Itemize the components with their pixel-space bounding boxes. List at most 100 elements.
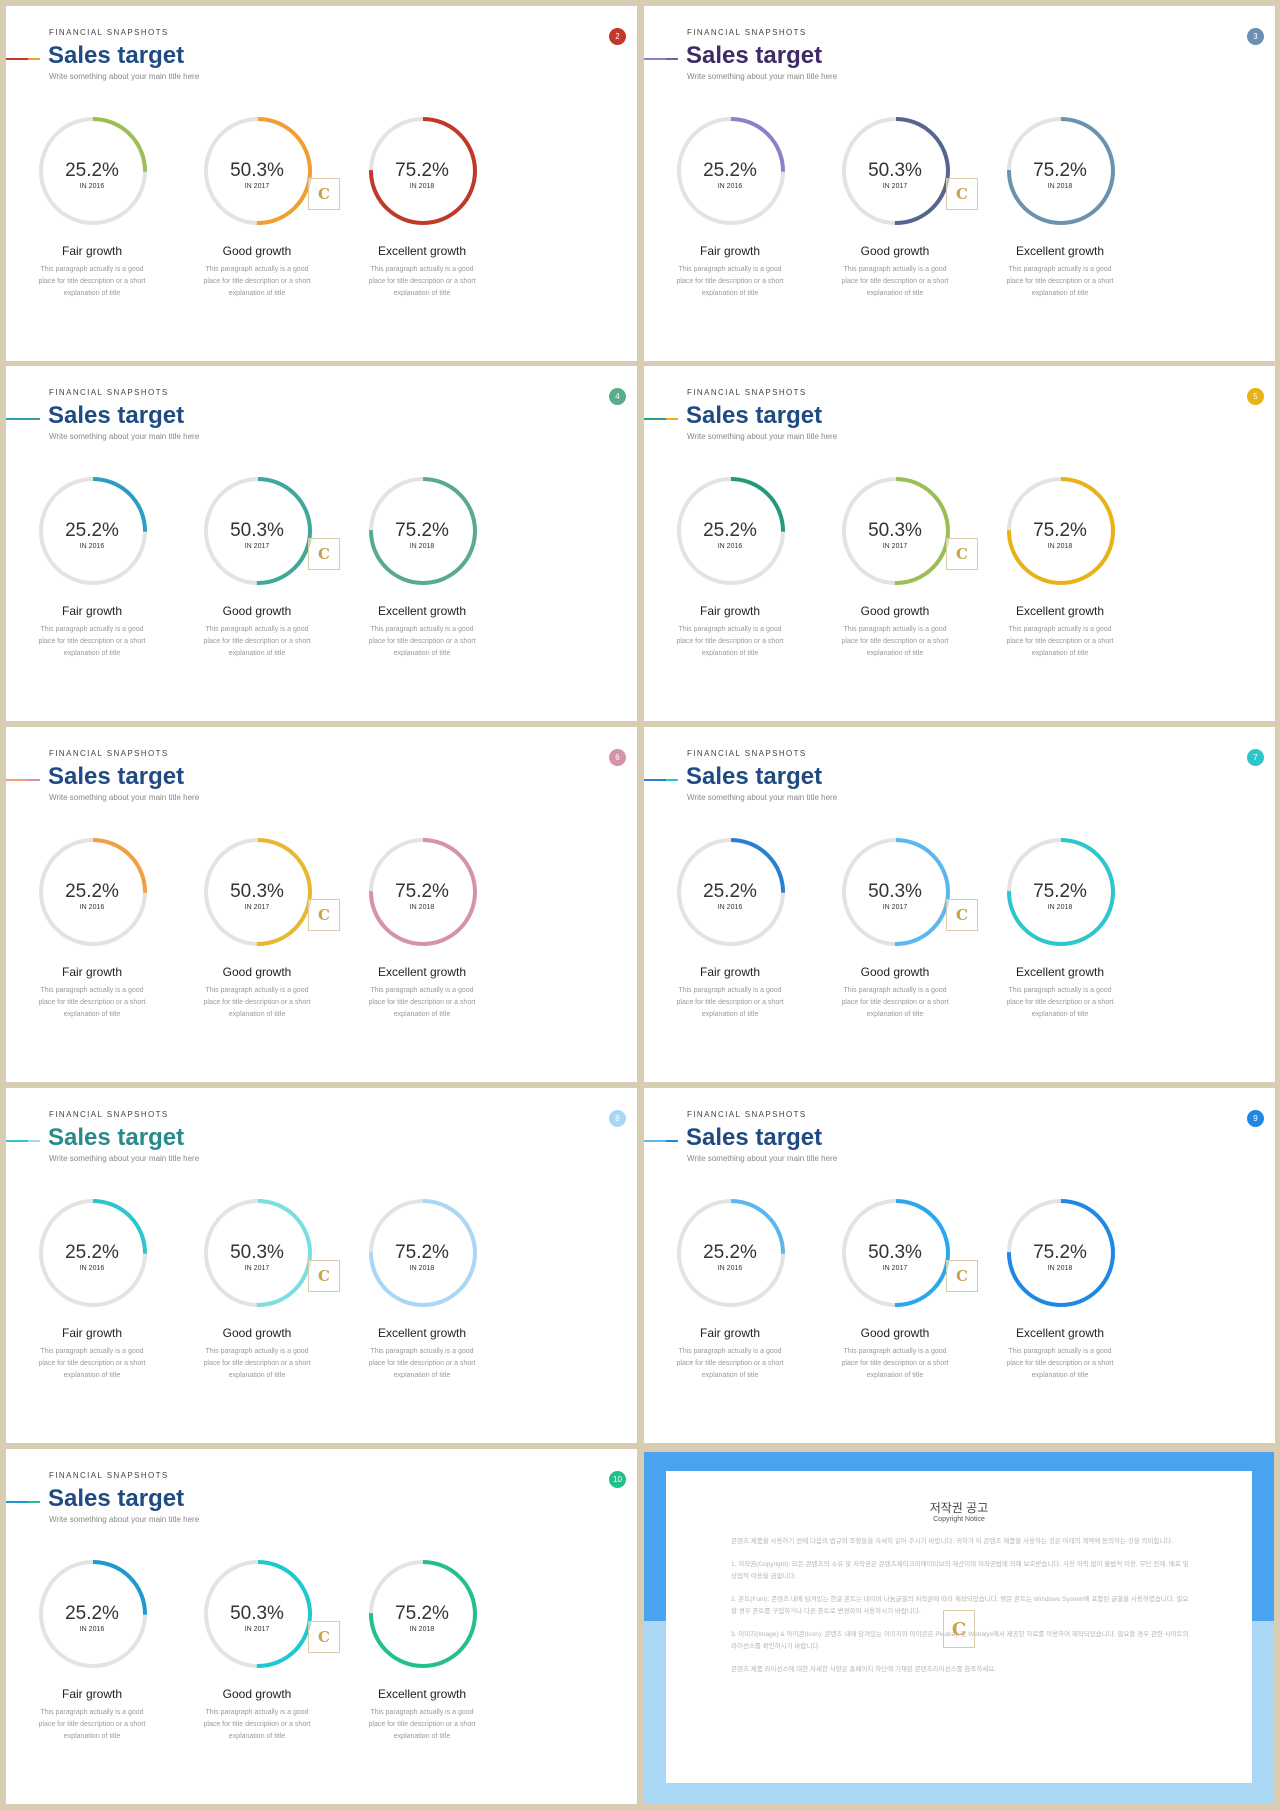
progress-ring: [677, 477, 785, 585]
growth-label: Excellent growth: [1015, 965, 1105, 979]
growth-description: This paragraph actually is a good place …: [38, 626, 146, 657]
ring-percentage: 75.2%: [1033, 160, 1087, 181]
ring-progress-arc: [39, 838, 147, 946]
progress-ring: [369, 477, 477, 585]
progress-ring: [204, 1560, 312, 1668]
growth-label: Excellent growth: [377, 244, 467, 258]
growth-label: Good growth: [860, 1326, 930, 1340]
ring-percentage: 75.2%: [1033, 520, 1087, 541]
ring-progress-arc: [842, 477, 950, 585]
slide: FINANCIAL SNAPSHOTS Sales target Write som…: [644, 1088, 1275, 1443]
ring-progress-arc: [1007, 117, 1115, 225]
progress-ring: [369, 1199, 477, 1307]
ring-year: IN 2018: [409, 1265, 435, 1272]
ring-percentage: 75.2%: [1033, 881, 1087, 902]
copyright-body: 콘텐츠 제품을 사용하기 전에 다음의 법규와 조항들을 자세히 읽어 주시기 …: [731, 1536, 1191, 1687]
slide: FINANCIAL SNAPSHOTS Sales target Write som…: [6, 727, 637, 1082]
ring-year: IN 2018: [1047, 1265, 1073, 1272]
growth-label: Excellent growth: [1015, 244, 1105, 258]
ring-year: IN 2016: [717, 904, 743, 911]
ring-progress-arc: [39, 477, 147, 585]
ring-progress-arc: [842, 1199, 950, 1307]
page-number-badge: 3: [1247, 28, 1264, 45]
ring-percentage: 75.2%: [395, 520, 449, 541]
progress-ring: [369, 838, 477, 946]
growth-description: This paragraph actually is a good place …: [841, 1348, 949, 1379]
title-accent-line: [6, 58, 40, 60]
ring-percentage: 75.2%: [395, 160, 449, 181]
growth-description: This paragraph actually is a good place …: [38, 1709, 146, 1740]
ring-progress-arc: [204, 1560, 312, 1668]
ring-progress-arc: [842, 838, 950, 946]
copyright-slide: 저작권 공고 Copyright Notice 콘텐츠 제품을 사용하기 전에 …: [644, 1452, 1274, 1804]
growth-label: Excellent growth: [1015, 1326, 1105, 1340]
slide: FINANCIAL SNAPSHOTS Sales target Write som…: [6, 1088, 637, 1443]
slide-title: Sales target: [686, 763, 823, 790]
slide-subtitle: Write something about your main title he…: [687, 1154, 838, 1163]
progress-ring: [204, 477, 312, 585]
growth-description: This paragraph actually is a good place …: [1006, 266, 1114, 297]
progress-ring: [1007, 838, 1115, 946]
ring-year: IN 2017: [882, 183, 908, 190]
watermark-logo: C: [308, 899, 340, 931]
progress-ring: [39, 117, 147, 225]
copyright-title: 저작권 공고: [929, 1501, 989, 1515]
ring-year: IN 2016: [717, 543, 743, 550]
page-number-badge: 9: [1247, 1110, 1264, 1127]
growth-label: Fair growth: [61, 1326, 123, 1340]
ring-progress-arc: [204, 477, 312, 585]
progress-ring: [39, 477, 147, 585]
progress-ring: [369, 1560, 477, 1668]
slide-subtitle: Write something about your main title he…: [49, 793, 200, 802]
slide-subtitle: Write something about your main title he…: [687, 793, 838, 802]
growth-label: Fair growth: [61, 965, 123, 979]
growth-description: This paragraph actually is a good place …: [203, 987, 311, 1018]
growth-description: This paragraph actually is a good place …: [1006, 987, 1114, 1018]
slide-title: Sales target: [686, 1124, 823, 1151]
slide: FINANCIAL SNAPSHOTS Sales target Write som…: [644, 366, 1275, 721]
watermark-logo: C: [946, 899, 978, 931]
progress-ring: [39, 838, 147, 946]
ring-progress-arc: [369, 1560, 477, 1668]
page-number-badge: 6: [609, 749, 626, 766]
progress-ring: [1007, 117, 1115, 225]
page-number-badge: 2: [609, 28, 626, 45]
growth-label: Excellent growth: [377, 1326, 467, 1340]
growth-label: Excellent growth: [377, 965, 467, 979]
growth-description: This paragraph actually is a good place …: [203, 1709, 311, 1740]
ring-progress-arc: [1007, 477, 1115, 585]
watermark-logo: C: [946, 538, 978, 570]
ring-percentage: 50.3%: [868, 1242, 922, 1263]
ring-year: IN 2017: [882, 1265, 908, 1272]
slide-subtitle: Write something about your main title he…: [49, 1154, 200, 1163]
title-accent-line: [6, 418, 40, 420]
growth-label: Fair growth: [699, 604, 761, 618]
progress-ring: [204, 838, 312, 946]
ring-year: IN 2018: [1047, 543, 1073, 550]
eyebrow-label: FINANCIAL SNAPSHOTS: [687, 1110, 807, 1119]
progress-ring: [677, 117, 785, 225]
ring-progress-arc: [677, 838, 785, 946]
slide-subtitle: Write something about your main title he…: [49, 72, 200, 81]
ring-progress-arc: [39, 1560, 147, 1668]
growth-description: This paragraph actually is a good place …: [38, 1348, 146, 1379]
growth-description: This paragraph actually is a good place …: [676, 987, 784, 1018]
growth-label: Good growth: [860, 965, 930, 979]
slide-subtitle: Write something about your main title he…: [687, 432, 838, 441]
growth-label: Good growth: [222, 1687, 292, 1701]
growth-description: This paragraph actually is a good place …: [841, 626, 949, 657]
ring-year: IN 2018: [409, 183, 435, 190]
ring-percentage: 25.2%: [703, 160, 757, 181]
copyright-paragraph: 2. 폰트(Font): 콘텐츠 내에 담겨있는 한글 폰트는 네이버 나눔글꼴…: [731, 1596, 1189, 1615]
ring-percentage: 50.3%: [868, 160, 922, 181]
growth-description: This paragraph actually is a good place …: [676, 1348, 784, 1379]
growth-label: Good growth: [860, 244, 930, 258]
ring-progress-arc: [204, 1199, 312, 1307]
ring-year: IN 2018: [409, 1626, 435, 1633]
page-number-badge: 8: [609, 1110, 626, 1127]
growth-label: Fair growth: [61, 604, 123, 618]
eyebrow-label: FINANCIAL SNAPSHOTS: [687, 749, 807, 758]
ring-percentage: 50.3%: [868, 881, 922, 902]
page-number-badge: 4: [609, 388, 626, 405]
